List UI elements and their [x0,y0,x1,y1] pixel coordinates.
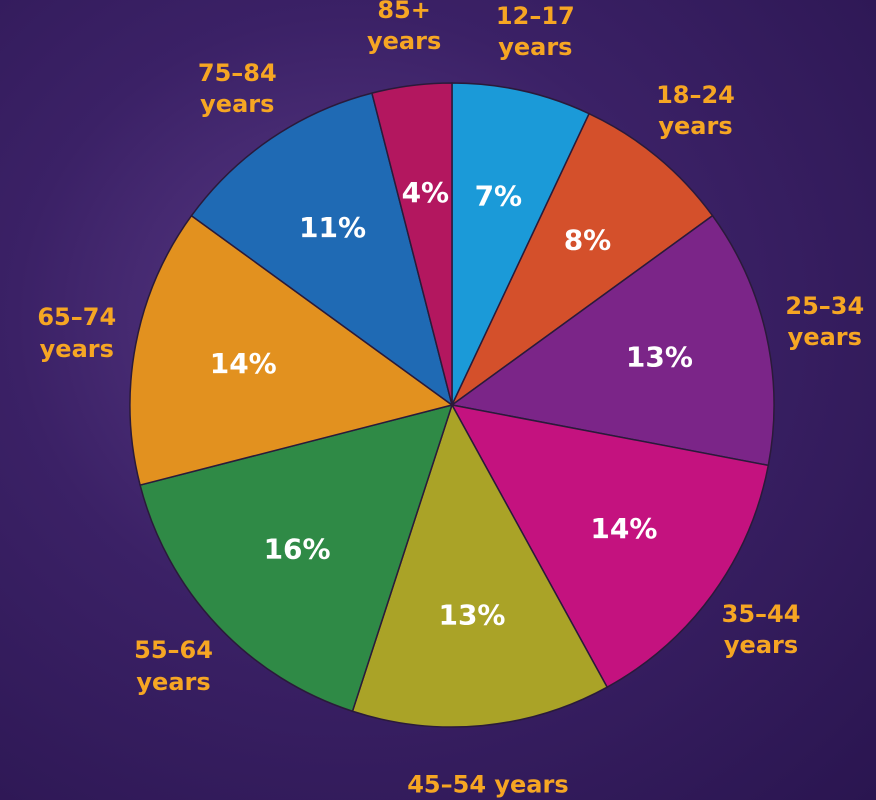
value-label: 16% [264,532,331,565]
category-label: 45–54 years [378,770,598,800]
value-label: 8% [564,223,612,256]
value-label: 7% [475,180,523,213]
value-label: 14% [210,347,277,380]
category-label: 85+ years [359,0,449,57]
value-label: 13% [626,341,693,374]
value-label: 14% [590,512,657,545]
page: 7% 8% 13% 14% 13% 16% 14% 11% 4% 12–17 years 18–2… [0,0,876,800]
value-label: 11% [299,211,366,244]
category-label: 55–64 years [129,635,219,697]
value-label: 13% [438,599,505,632]
category-label: 65–74 years [32,302,122,364]
value-label: 4% [402,176,450,209]
category-label: 35–44 years [716,598,806,660]
category-label: 75–84 years [192,58,282,120]
category-label: 18–24 years [650,79,740,141]
category-label: 25–34 years [780,290,870,352]
category-label: 12–17 years [490,1,580,63]
